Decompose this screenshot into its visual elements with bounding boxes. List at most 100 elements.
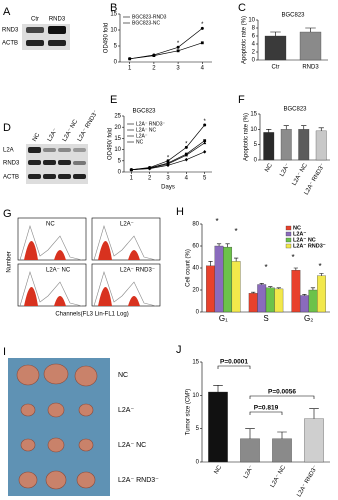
error-bar (251, 291, 256, 294)
x-tick-label: 2 (152, 66, 156, 72)
panel-label: F (238, 94, 245, 106)
sample-label: L2A⁻ RND3⁻ (120, 268, 155, 274)
legend-label: L2A⁻ (293, 231, 306, 237)
panel-label: G (3, 208, 12, 220)
panel-label: A (3, 6, 11, 18)
x-tick-label: 1 (128, 66, 132, 72)
y-tick-label: 5 (114, 44, 118, 50)
x-tick-label: 4 (201, 66, 205, 72)
error-bar (234, 257, 239, 262)
lane-label: Ctr (31, 17, 39, 23)
y-tick-label: 2 (252, 50, 256, 56)
x-tick-label: 1 (130, 176, 134, 182)
panel-label: B (110, 2, 117, 14)
x-tick-label: L2A⁻ NC (292, 162, 310, 187)
blot-band (48, 26, 66, 34)
y-tick-label: 0 (118, 170, 122, 176)
y-tick-label: 0 (196, 310, 200, 316)
blot-band (26, 27, 44, 33)
point (203, 150, 207, 154)
significance-bracket (249, 395, 315, 399)
x-tick-label: L2A⁻ NC (270, 464, 288, 489)
lane-label: L2A⁻ RND3⁻ (77, 109, 100, 142)
legend-swatch (285, 225, 292, 231)
y-tick-label: 80 (192, 222, 199, 228)
y-tick-label: 5 (118, 158, 122, 164)
error-bar (318, 127, 324, 131)
legend-label: BGC823-RND3 (132, 14, 167, 20)
bar (257, 284, 267, 313)
point (129, 167, 133, 172)
y-axis-label: Cell count (%) (186, 249, 192, 287)
row-label: L2A (3, 148, 14, 154)
significance: * (177, 41, 180, 47)
y-tick-label: 10 (192, 393, 199, 399)
error-bar (225, 243, 230, 248)
y-tick-label: 5 (254, 142, 258, 148)
series-line (129, 42, 203, 60)
flow-trace (19, 224, 83, 261)
legend-swatch (285, 231, 292, 237)
bar (248, 293, 258, 313)
point (128, 57, 132, 61)
significance: * (185, 142, 188, 148)
point (166, 159, 170, 163)
error-bar (268, 286, 273, 288)
significance: * (201, 22, 204, 28)
y-axis-label: OD490/ fold (108, 128, 114, 160)
error-bar (259, 283, 264, 285)
axis-label: Number (7, 251, 13, 272)
point (200, 26, 204, 30)
y-tick-label: 15 (250, 112, 257, 118)
group-label: L2A⁻ (118, 407, 134, 414)
p-value: P=0.0001 (220, 359, 248, 366)
blot-bands (28, 147, 86, 179)
flow-trace (19, 270, 83, 307)
point (176, 49, 180, 53)
x-tick-label: L2A⁻ (279, 163, 291, 178)
point (200, 41, 204, 45)
y-tick-label: 25 (114, 114, 121, 120)
bar (231, 261, 241, 313)
bar (206, 265, 215, 313)
y-tick-label: 5 (196, 426, 200, 432)
chart-title: BGC823 (281, 13, 305, 19)
lane-label: RND3 (49, 17, 66, 23)
error-bar (283, 125, 289, 130)
y-tick-label: 10 (114, 147, 121, 153)
p-value: P=0.819 (254, 405, 279, 412)
bar (265, 287, 275, 313)
legend-swatch (285, 243, 292, 249)
error-bar (305, 27, 316, 32)
panel-label: D (3, 122, 11, 134)
lane-label: NC (32, 132, 42, 143)
error-bar (302, 294, 307, 296)
point (203, 123, 207, 127)
chart-title: BGC823 (132, 109, 156, 115)
significance: * (167, 156, 170, 162)
flow-peak (24, 241, 66, 260)
error-bar (245, 428, 255, 439)
x-tick-label: L2A⁻ RND3⁻ (296, 465, 319, 498)
significance: * (203, 119, 206, 125)
significance-bracket (249, 411, 283, 415)
error-bar (301, 125, 307, 130)
bar (264, 35, 287, 61)
series-line (129, 28, 203, 60)
legend-label: L2A⁻ NC (136, 127, 157, 133)
panel-label: H (176, 206, 184, 218)
y-axis-label: Apoptotic rate (%) (244, 113, 250, 161)
y-tick-label: 10 (110, 28, 117, 34)
y-tick-label: 15 (114, 136, 121, 142)
error-bar (213, 385, 223, 392)
panel-label: J (176, 344, 182, 356)
error-bar (216, 243, 222, 246)
legend-label: L2A⁻ RND3⁻ (293, 243, 326, 249)
error-bar (277, 431, 287, 439)
point (203, 139, 207, 143)
x-tick-label: 5 (203, 176, 207, 182)
sample-label: L2A⁻ (120, 222, 134, 228)
blot-band (48, 40, 66, 46)
bar (272, 438, 292, 463)
legend-label: L2A⁻ NC (293, 237, 316, 243)
